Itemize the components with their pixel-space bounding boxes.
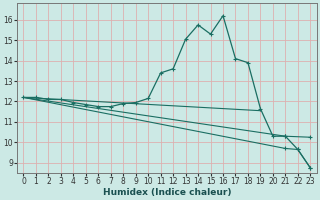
X-axis label: Humidex (Indice chaleur): Humidex (Indice chaleur) — [103, 188, 231, 197]
